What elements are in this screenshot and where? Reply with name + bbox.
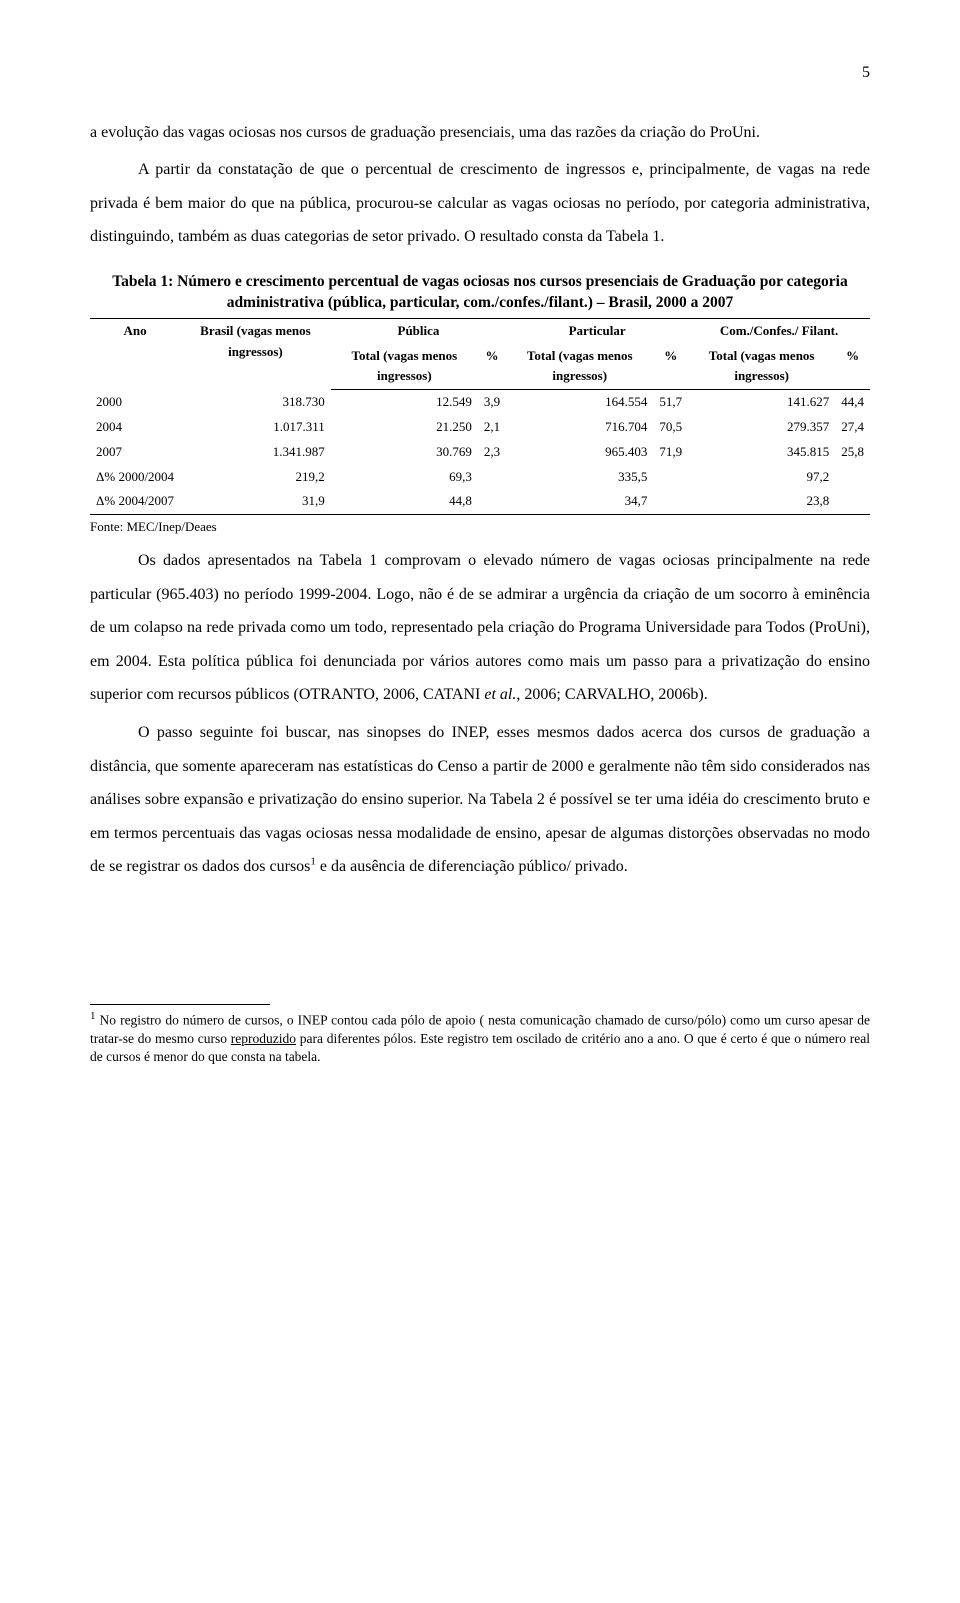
table-cell: 30.769 <box>331 440 478 465</box>
table-cell: 51,7 <box>653 390 688 415</box>
th-cc-pct: % <box>835 344 870 390</box>
th-par-pct: % <box>653 344 688 390</box>
para3-a: Os dados apresentados na Tabela 1 compro… <box>90 552 870 703</box>
footnote-1: 1 No registro do número de cursos, o INE… <box>90 1009 870 1066</box>
table-cell: 1.017.311 <box>180 415 331 440</box>
table-cell: 27,4 <box>835 415 870 440</box>
para3-c: , 2006; CARVALHO, 2006b). <box>516 686 707 703</box>
paragraph-4: O passo seguinte foi buscar, nas sinopse… <box>90 716 870 884</box>
para4-a: O passo seguinte foi buscar, nas sinopse… <box>90 724 870 875</box>
th-par-total: Total (vagas menos ingressos) <box>506 344 653 390</box>
table-cell <box>653 465 688 490</box>
table-cell: 965.403 <box>506 440 653 465</box>
th-comconf: Com./Confes./ Filant. <box>688 318 870 343</box>
footnote-separator <box>90 1004 270 1005</box>
table-cell: 335,5 <box>506 465 653 490</box>
page-number: 5 <box>90 60 870 86</box>
table-cell: 279.357 <box>688 415 835 440</box>
th-cc-total: Total (vagas menos ingressos) <box>688 344 835 390</box>
table-cell: 34,7 <box>506 489 653 514</box>
table-cell: 2,3 <box>478 440 506 465</box>
table-cell: 3,9 <box>478 390 506 415</box>
table-cell: 71,9 <box>653 440 688 465</box>
table-cell <box>835 489 870 514</box>
table-cell: 69,3 <box>331 465 478 490</box>
table-cell: 25,8 <box>835 440 870 465</box>
th-brasil: Brasil (vagas menos ingressos) <box>180 318 331 389</box>
table-cell: 21.250 <box>331 415 478 440</box>
th-publica: Pública <box>331 318 506 343</box>
paragraph-2: A partir da constatação de que o percent… <box>90 153 870 254</box>
table-cell: 97,2 <box>688 465 835 490</box>
paragraph-3: Os dados apresentados na Tabela 1 compro… <box>90 544 870 712</box>
table-cell: 345.815 <box>688 440 835 465</box>
para4-b: e da ausência de diferenciação público/ … <box>316 858 628 875</box>
table-cell <box>653 489 688 514</box>
th-ano: Ano <box>90 318 180 389</box>
th-pub-pct: % <box>478 344 506 390</box>
table-cell <box>478 465 506 490</box>
table-cell: 31,9 <box>180 489 331 514</box>
table-1-title: Tabela 1: Número e crescimento percentua… <box>90 272 870 314</box>
table-cell: 141.627 <box>688 390 835 415</box>
table-1-source: Fonte: MEC/Inep/Deaes <box>90 517 870 538</box>
table-cell: 2004 <box>90 415 180 440</box>
th-pub-total: Total (vagas menos ingressos) <box>331 344 478 390</box>
table-1: Ano Brasil (vagas menos ingressos) Públi… <box>90 318 870 515</box>
table-cell: 318.730 <box>180 390 331 415</box>
table-cell: 44,4 <box>835 390 870 415</box>
table-cell: Δ% 2004/2007 <box>90 489 180 514</box>
table-cell: 23,8 <box>688 489 835 514</box>
footnote-underline: reproduzido <box>231 1031 296 1046</box>
table-cell <box>478 489 506 514</box>
table-cell: 2007 <box>90 440 180 465</box>
table-cell: Δ% 2000/2004 <box>90 465 180 490</box>
table-cell: 1.341.987 <box>180 440 331 465</box>
table-cell: 12.549 <box>331 390 478 415</box>
table-cell: 2,1 <box>478 415 506 440</box>
para3-italic: et al. <box>484 686 516 703</box>
table-cell: 44,8 <box>331 489 478 514</box>
table-cell: 70,5 <box>653 415 688 440</box>
th-particular: Particular <box>506 318 688 343</box>
paragraph-1: a evolução das vagas ociosas nos cursos … <box>90 116 870 150</box>
table-cell <box>835 465 870 490</box>
table-cell: 164.554 <box>506 390 653 415</box>
table-cell: 2000 <box>90 390 180 415</box>
table-cell: 716.704 <box>506 415 653 440</box>
table-cell: 219,2 <box>180 465 331 490</box>
